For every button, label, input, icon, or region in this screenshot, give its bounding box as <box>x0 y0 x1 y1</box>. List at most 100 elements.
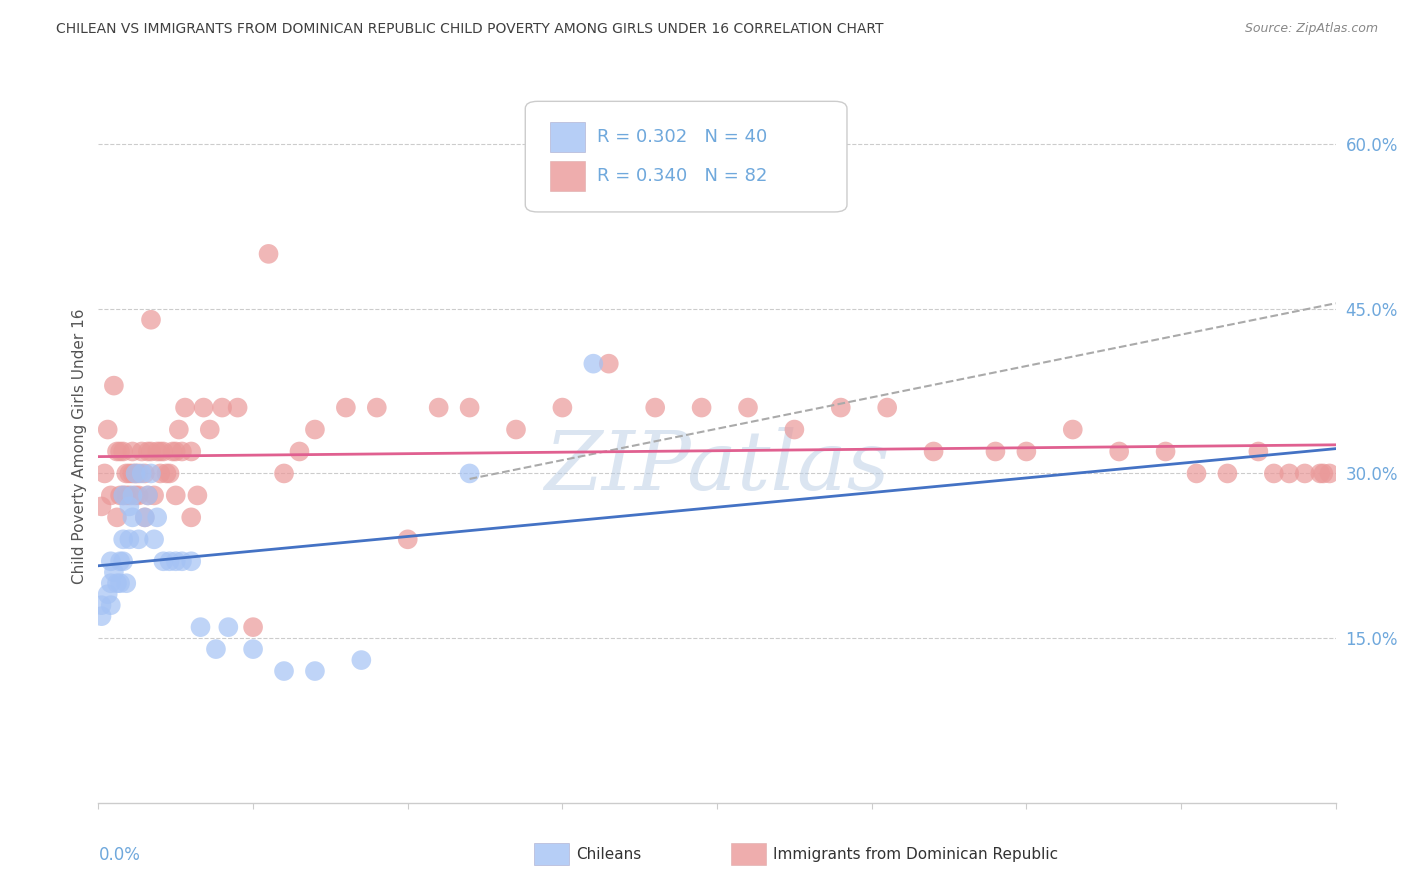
Point <box>1154 444 1177 458</box>
Point <box>108 576 131 591</box>
Point <box>1108 444 1130 458</box>
Point <box>505 423 527 437</box>
Point <box>737 401 759 415</box>
Point <box>458 467 481 481</box>
Point <box>124 488 146 502</box>
Text: ZIPatlas: ZIPatlas <box>544 427 890 508</box>
Point <box>186 488 208 502</box>
Point <box>165 488 187 502</box>
Point <box>335 401 357 415</box>
Point <box>162 444 184 458</box>
Text: R = 0.302   N = 40: R = 0.302 N = 40 <box>598 128 768 146</box>
Point <box>112 554 135 568</box>
Point <box>100 488 122 502</box>
Point <box>273 467 295 481</box>
Point <box>100 598 122 612</box>
Point <box>121 444 143 458</box>
Point <box>427 401 450 415</box>
Point <box>112 533 135 547</box>
Point <box>149 467 172 481</box>
Point <box>105 510 128 524</box>
Point <box>90 598 112 612</box>
Point <box>97 423 120 437</box>
Text: R = 0.340   N = 82: R = 0.340 N = 82 <box>598 167 768 185</box>
Point <box>155 467 177 481</box>
Point <box>257 247 280 261</box>
Text: CHILEAN VS IMMIGRANTS FROM DOMINICAN REPUBLIC CHILD POVERTY AMONG GIRLS UNDER 16: CHILEAN VS IMMIGRANTS FROM DOMINICAN REP… <box>56 22 884 37</box>
Point <box>108 554 131 568</box>
FancyBboxPatch shape <box>550 122 585 152</box>
Point <box>193 401 215 415</box>
Point <box>136 444 159 458</box>
Point <box>211 401 233 415</box>
Point <box>128 488 150 502</box>
Point <box>242 642 264 657</box>
Point <box>112 488 135 502</box>
Point <box>159 554 181 568</box>
Point <box>190 620 212 634</box>
Point <box>124 467 146 481</box>
Point <box>136 488 159 502</box>
Point <box>165 444 187 458</box>
Point <box>143 488 166 502</box>
Point <box>121 488 143 502</box>
Point <box>174 401 197 415</box>
Point <box>1319 467 1341 481</box>
Point <box>1062 423 1084 437</box>
Point <box>180 510 202 524</box>
Point <box>115 488 138 502</box>
Point <box>115 576 138 591</box>
Point <box>149 444 172 458</box>
Point <box>198 423 221 437</box>
Point <box>128 533 150 547</box>
Text: 0.0%: 0.0% <box>98 846 141 863</box>
Point <box>152 554 174 568</box>
Point <box>304 423 326 437</box>
Point <box>139 312 162 326</box>
Text: Source: ZipAtlas.com: Source: ZipAtlas.com <box>1244 22 1378 36</box>
Point <box>1185 467 1208 481</box>
Point <box>131 444 153 458</box>
Point <box>115 467 138 481</box>
Point <box>984 444 1007 458</box>
Point <box>128 467 150 481</box>
Point <box>134 510 156 524</box>
Point <box>830 401 852 415</box>
Point <box>124 467 146 481</box>
Point <box>118 467 141 481</box>
Point <box>100 554 122 568</box>
Point <box>458 401 481 415</box>
Point <box>146 510 169 524</box>
Text: Immigrants from Dominican Republic: Immigrants from Dominican Republic <box>773 847 1059 862</box>
Point <box>134 467 156 481</box>
Point <box>876 401 898 415</box>
Point <box>366 401 388 415</box>
Point <box>350 653 373 667</box>
Point <box>118 500 141 514</box>
Point <box>121 510 143 524</box>
Point <box>112 488 135 502</box>
Y-axis label: Child Poverty Among Girls Under 16: Child Poverty Among Girls Under 16 <box>72 309 87 583</box>
Point <box>226 401 249 415</box>
Point <box>143 533 166 547</box>
Point <box>1309 467 1331 481</box>
Point <box>108 488 131 502</box>
Point <box>146 444 169 458</box>
Point <box>242 620 264 634</box>
Point <box>136 488 159 502</box>
Point <box>105 576 128 591</box>
Point <box>582 357 605 371</box>
Point <box>131 467 153 481</box>
Point <box>90 500 112 514</box>
Point <box>1278 467 1301 481</box>
Point <box>304 664 326 678</box>
Point <box>690 401 713 415</box>
Point <box>170 444 193 458</box>
Point <box>205 642 228 657</box>
Point <box>922 444 945 458</box>
Point <box>112 444 135 458</box>
Point <box>139 467 162 481</box>
Point <box>1312 467 1334 481</box>
Point <box>134 510 156 524</box>
Point <box>396 533 419 547</box>
